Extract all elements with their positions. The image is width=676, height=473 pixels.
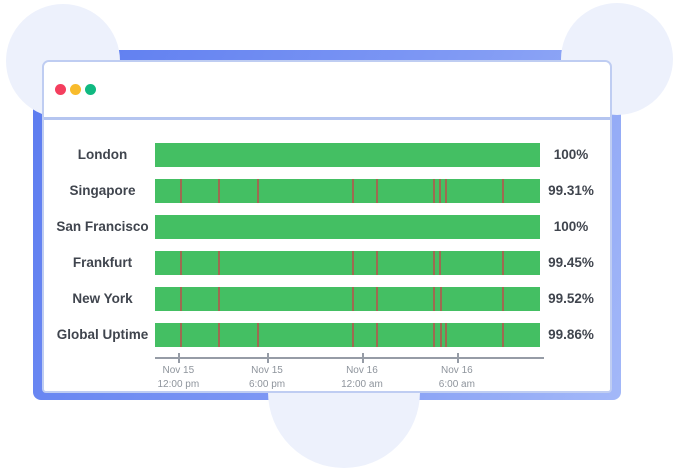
incident-marker[interactable] [218,287,221,311]
incident-marker[interactable] [439,323,442,347]
uptime-bar[interactable] [155,215,540,239]
incident-marker[interactable] [375,287,378,311]
time-axis: Nov 15 12:00 pm Nov 15 6:00 pm Nov 16 12:00 a… [155,353,544,391]
browser-window: London 100% Singapore 99.31% San Francisco 10… [42,60,612,393]
uptime-percent: 99.86% [548,327,594,342]
region-label: London [77,147,128,162]
incident-marker[interactable] [439,179,442,203]
incident-marker[interactable] [218,323,221,347]
uptime-percent: 99.52% [548,291,594,306]
time-axis-label: Nov 16 6:00 am [438,365,475,390]
time-axis-tick [267,353,270,363]
time-axis-label: Nov 15 6:00 pm [248,365,286,390]
incident-marker[interactable] [501,323,504,347]
region-label: Frankfurt [72,255,133,270]
incident-marker[interactable] [352,251,355,275]
incident-marker[interactable] [432,323,435,347]
incident-marker[interactable] [180,287,183,311]
uptime-bar[interactable] [155,323,540,347]
incident-marker[interactable] [444,179,447,203]
window-close-icon[interactable] [55,84,66,95]
incident-marker[interactable] [432,179,435,203]
incident-marker[interactable] [439,287,442,311]
incident-marker[interactable] [439,251,442,275]
time-axis-line [155,357,544,359]
incident-marker[interactable] [180,179,183,203]
uptime-percent: 99.45% [548,255,594,270]
uptime-row: San Francisco 100% [44,215,610,239]
uptime-bar[interactable] [155,251,540,275]
time-axis-tick [456,353,459,363]
region-label: New York [72,291,133,306]
time-axis-tick [178,353,181,363]
incident-marker[interactable] [375,323,378,347]
incident-marker[interactable] [501,251,504,275]
region-label: San Francisco [56,219,149,234]
incident-marker[interactable] [180,251,183,275]
incident-marker[interactable] [444,323,447,347]
uptime-bar[interactable] [155,287,540,311]
uptime-percent: 100% [553,219,589,234]
incident-marker[interactable] [375,251,378,275]
uptime-percent: 99.31% [548,183,594,198]
incident-marker[interactable] [432,251,435,275]
region-label: Singapore [69,183,136,198]
uptime-bar[interactable] [155,179,540,203]
uptime-rows: London 100% Singapore 99.31% San Francisco 10… [44,143,610,359]
uptime-row: Singapore 99.31% [44,179,610,203]
uptime-row: New York 99.52% [44,287,610,311]
incident-marker[interactable] [218,251,221,275]
window-maximize-icon[interactable] [85,84,96,95]
uptime-percent: 100% [553,147,589,162]
time-axis-label: Nov 16 12:00 am [341,365,383,390]
uptime-row: Frankfurt 99.45% [44,251,610,275]
uptime-row: Global Uptime 99.86% [44,323,610,347]
region-label: Global Uptime [56,327,149,342]
time-axis-tick [361,353,364,363]
incident-marker[interactable] [501,179,504,203]
window-minimize-icon[interactable] [70,84,81,95]
incident-marker[interactable] [432,287,435,311]
incident-marker[interactable] [180,323,183,347]
uptime-chart: London 100% Singapore 99.31% San Francisco 10… [44,120,610,391]
incident-marker[interactable] [352,323,355,347]
incident-marker[interactable] [257,323,260,347]
incident-marker[interactable] [218,179,221,203]
time-axis-label: Nov 15 12:00 pm [157,365,200,390]
incident-marker[interactable] [375,179,378,203]
uptime-bar[interactable] [155,143,540,167]
incident-marker[interactable] [352,179,355,203]
incident-marker[interactable] [257,179,260,203]
browser-titlebar [44,62,610,120]
uptime-row: London 100% [44,143,610,167]
incident-marker[interactable] [352,287,355,311]
incident-marker[interactable] [501,287,504,311]
